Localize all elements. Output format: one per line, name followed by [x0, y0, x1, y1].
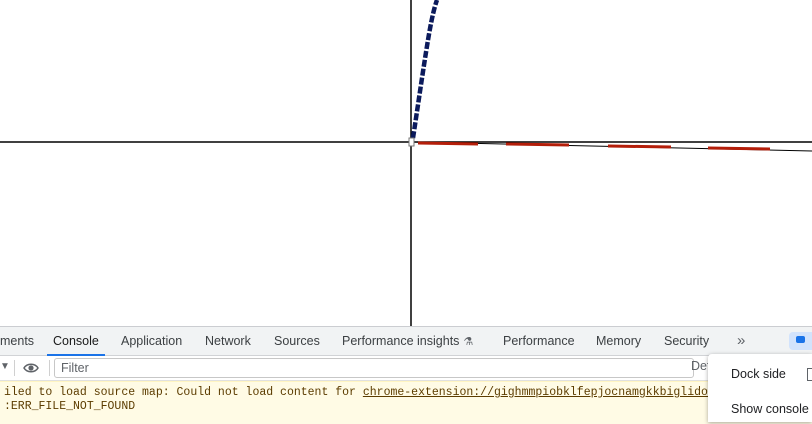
tab-elements[interactable]: ments	[0, 334, 35, 348]
filter-input[interactable]	[54, 358, 694, 378]
devtools-context-menu: Dock side Show console d	[708, 354, 812, 422]
origin-handle	[408, 137, 415, 147]
console-toolbar: ▼ Def	[0, 356, 812, 381]
menu-item-dock-side[interactable]: Dock side	[731, 367, 786, 381]
tab-network[interactable]: Network	[205, 334, 251, 348]
red-segment	[707, 146, 771, 151]
more-tabs-icon[interactable]: »	[737, 332, 746, 349]
red-segment	[505, 142, 570, 147]
warning-error-code: :ERR_FILE_NOT_FOUND	[4, 400, 136, 413]
menu-item-show-console-drawer[interactable]: Show console d	[731, 402, 812, 416]
log-level-select[interactable]: Def	[691, 359, 711, 373]
beaker-icon: ⚗	[463, 336, 474, 348]
warning-text: iled to load source map: Could not load …	[4, 386, 363, 399]
dock-side-icon[interactable]	[807, 368, 812, 381]
devtools-panel: ments Console Application Network Source…	[0, 326, 812, 424]
red-segment	[607, 144, 672, 149]
chevron-down-icon[interactable]: ▼	[0, 361, 10, 372]
canvas-area[interactable]	[0, 0, 812, 326]
tab-security[interactable]: Security	[664, 334, 710, 348]
tab-application[interactable]: Application	[121, 334, 183, 348]
blue-dashed-curve	[410, 0, 440, 139]
eye-icon[interactable]	[23, 361, 39, 375]
tab-memory[interactable]: Memory	[596, 334, 642, 348]
tab-console[interactable]: Console	[47, 327, 105, 356]
devtools-tab-bar: ments Console Application Network Source…	[0, 327, 812, 356]
toolbar-divider	[14, 360, 15, 376]
graph-canvas[interactable]	[0, 0, 812, 326]
source-map-link[interactable]: chrome-extension://gighmmpiobklfepjocnam…	[362, 386, 743, 399]
tab-performance[interactable]: Performance	[503, 334, 575, 348]
feedback-icon[interactable]	[789, 332, 812, 350]
tab-performance-insights[interactable]: Performance insights ⚗	[342, 334, 474, 348]
tab-sources[interactable]: Sources	[274, 334, 320, 348]
red-segment	[417, 141, 479, 146]
console-warning-message: iled to load source map: Could not load …	[0, 381, 812, 424]
toolbar-divider	[49, 360, 50, 376]
warning-line: iled to load source map: Could not load …	[4, 386, 742, 399]
